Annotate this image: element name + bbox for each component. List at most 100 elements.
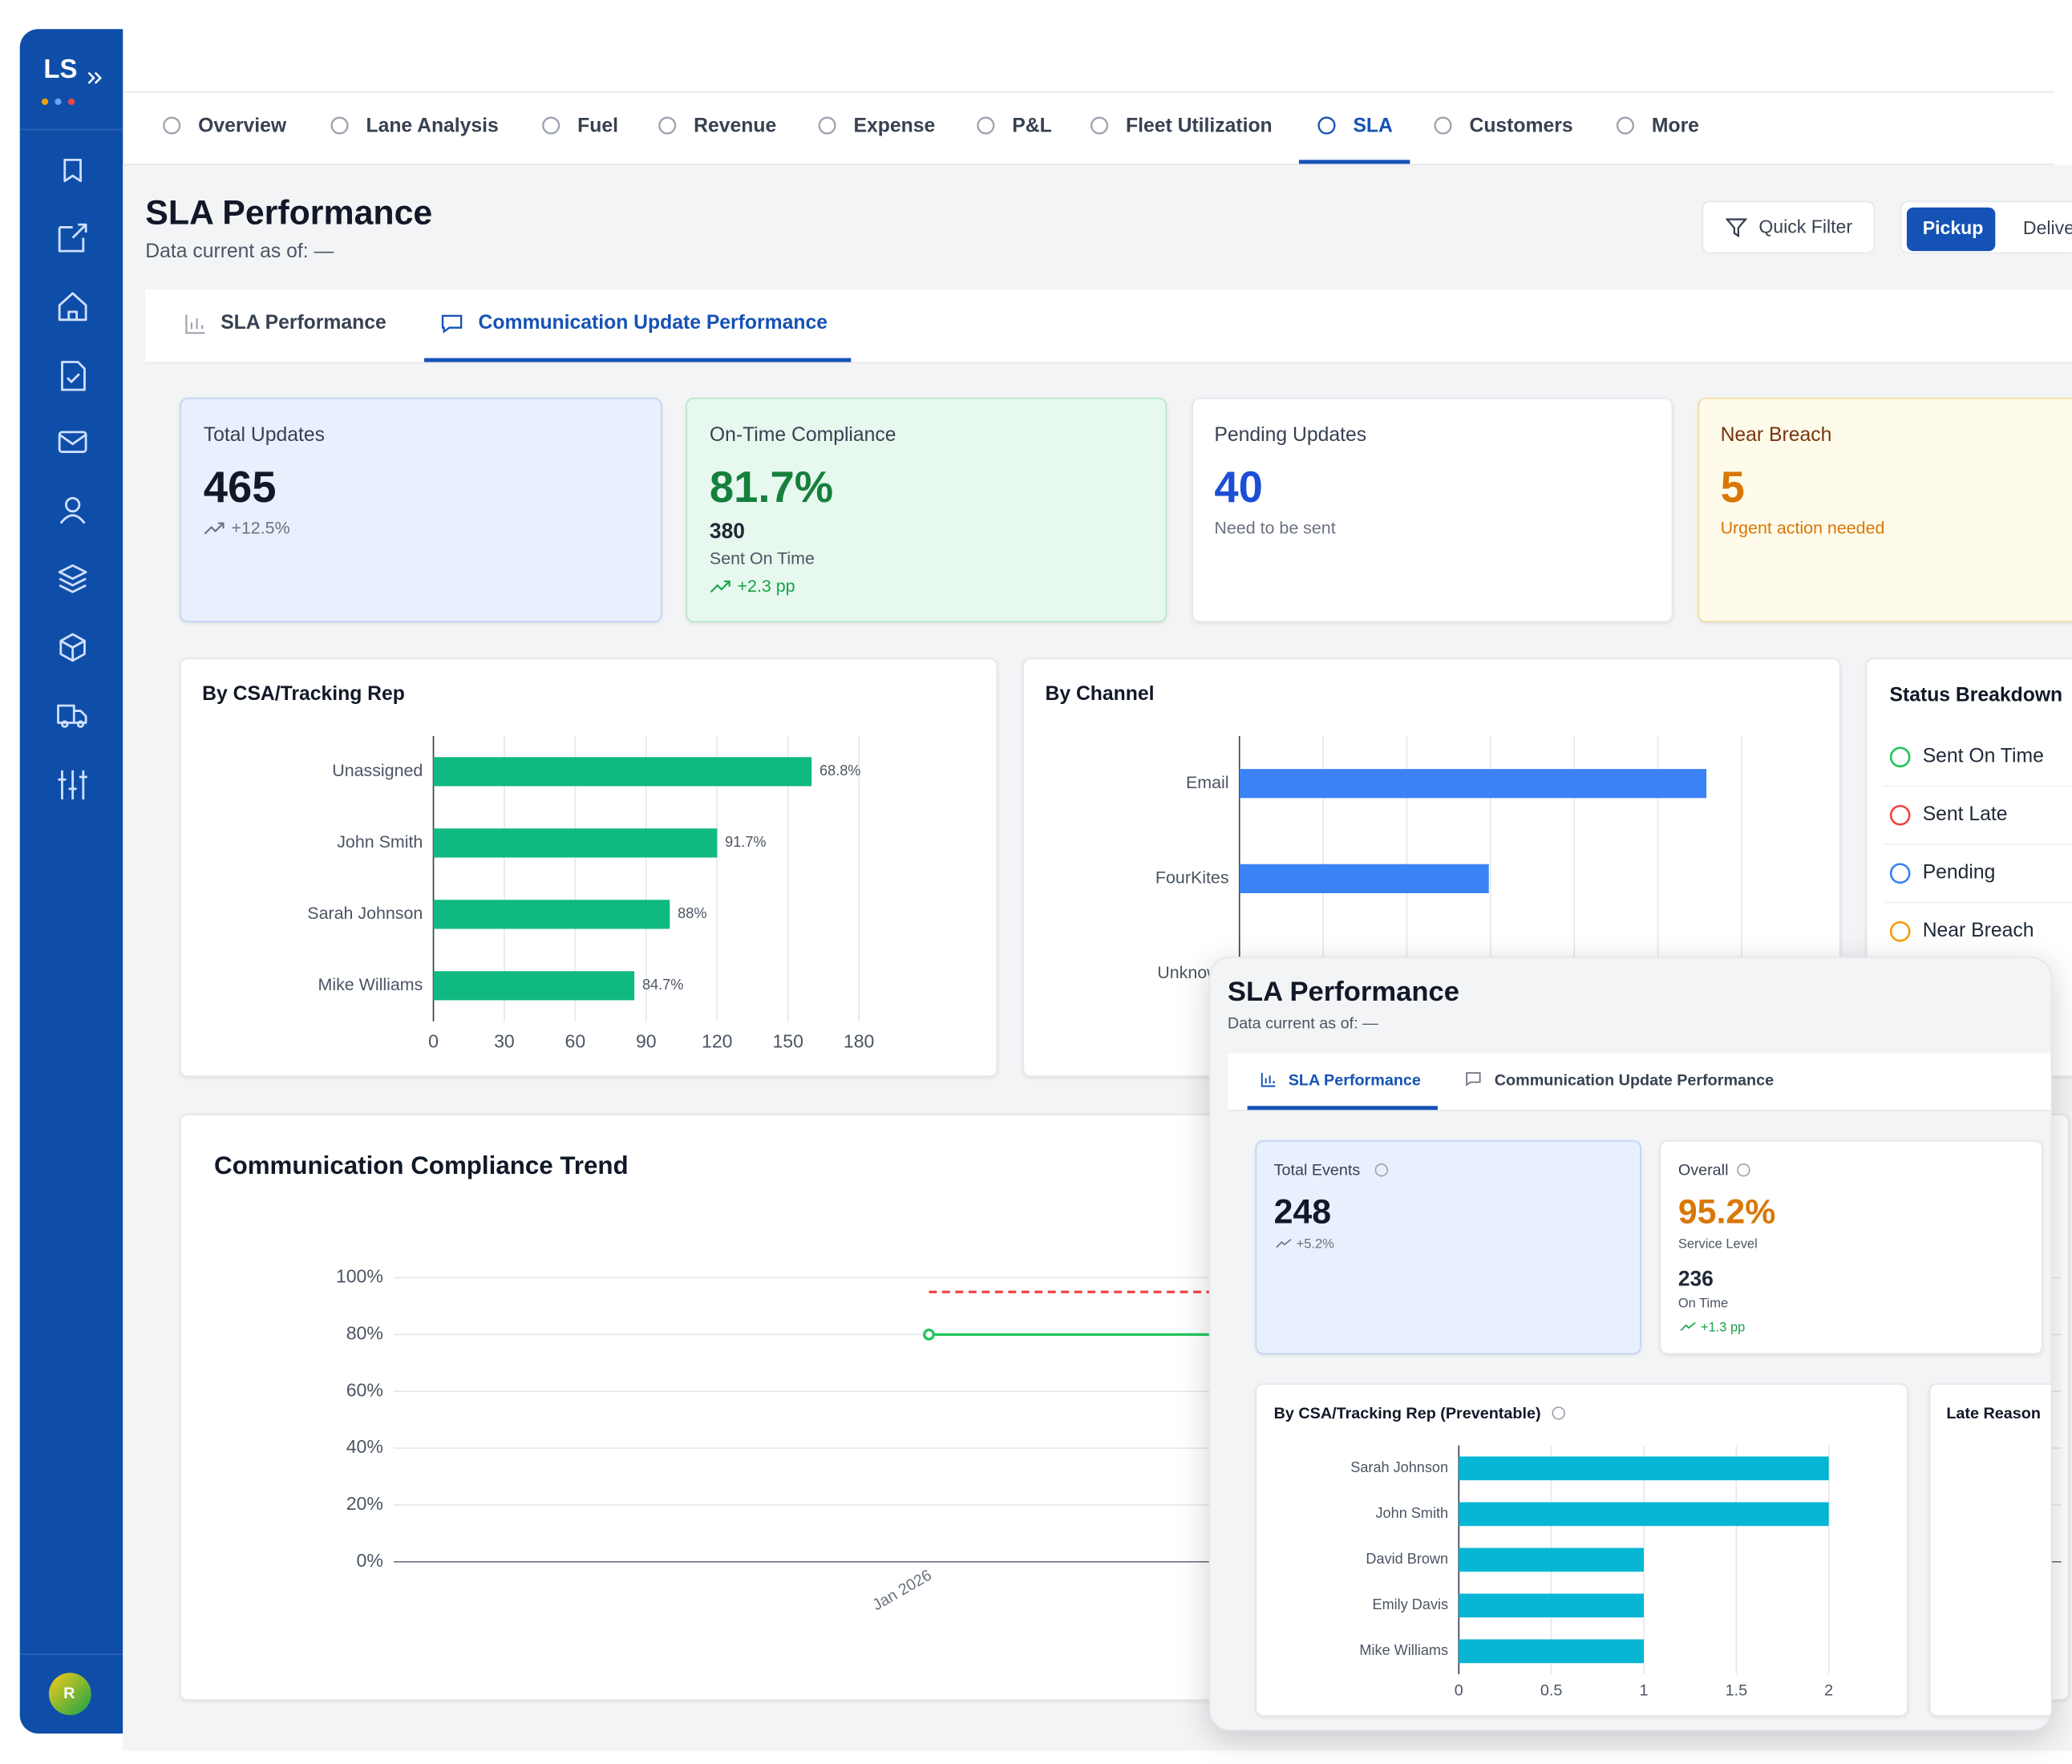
nav-item[interactable]: Overview xyxy=(198,114,287,137)
kpi-count-label: Sent On Time xyxy=(709,548,815,568)
nav-item[interactable]: Fleet Utilization xyxy=(1126,114,1273,137)
kpi-label: Total Updates xyxy=(203,423,325,447)
chart-card xyxy=(1255,1383,1908,1717)
chart-title: By Channel xyxy=(1045,682,1155,706)
status-icon xyxy=(1889,863,1911,884)
kpi-card xyxy=(1659,1140,2043,1355)
status-icons xyxy=(1889,746,1911,942)
page-title: SLA Performance xyxy=(145,192,433,233)
icon xyxy=(58,223,87,253)
status-title: Status Breakdown xyxy=(1889,684,2063,707)
icon xyxy=(76,720,85,728)
tab-icon xyxy=(1261,1073,1276,1087)
avatar-initial: R xyxy=(63,1684,75,1703)
nav-icon xyxy=(1434,116,1452,135)
quick-filter-label: Quick Filter xyxy=(1758,216,1853,237)
filter-icon xyxy=(1726,218,1747,238)
divider xyxy=(123,91,2055,93)
nav-icon xyxy=(542,116,560,135)
icon xyxy=(58,770,87,799)
nav-icon xyxy=(658,116,677,135)
nav-item[interactable]: Revenue xyxy=(694,114,777,137)
trend-icon xyxy=(710,581,730,593)
status-icon xyxy=(1889,920,1911,942)
mode-delivery[interactable]: Delivery xyxy=(2022,216,2072,239)
chart-card xyxy=(180,657,998,1078)
kpi-value: 95.2% xyxy=(1677,1191,1776,1232)
chart-title: Late Reason xyxy=(1946,1403,2041,1422)
nav-icon xyxy=(1091,116,1109,135)
divider xyxy=(123,164,2055,165)
kpi-count: 380 xyxy=(709,520,745,544)
tab-icon xyxy=(1466,1072,1481,1086)
help-icon xyxy=(1737,1163,1750,1177)
icon xyxy=(59,434,87,446)
kpi-value: 81.7% xyxy=(709,462,834,512)
icon xyxy=(61,720,69,728)
status-item: Sent Late xyxy=(1922,803,2008,826)
status-icon xyxy=(1889,804,1911,826)
tab[interactable]: SLA Performance xyxy=(221,311,386,334)
kpi-count-label: On Time xyxy=(1677,1297,1729,1312)
mode-active[interactable] xyxy=(1906,207,1996,252)
dot xyxy=(41,98,49,106)
chart-title: Communication Compliance Trend xyxy=(213,1152,629,1181)
kpi-label: Overall xyxy=(1677,1160,1729,1179)
kpi-value: 248 xyxy=(1273,1191,1332,1232)
nav-item[interactable]: P&L xyxy=(1012,114,1052,137)
tab-underline xyxy=(1247,1106,1438,1111)
quick-filter-button[interactable] xyxy=(1702,200,1876,254)
trend-icon xyxy=(1680,1321,1696,1332)
nav-item[interactable]: Lane Analysis xyxy=(366,114,499,137)
status-item: Near Breach xyxy=(1922,919,2034,942)
tab-bar xyxy=(145,289,2072,364)
overlay-title: SLA Performance xyxy=(1227,977,1460,1008)
icon xyxy=(61,361,86,391)
icon xyxy=(58,431,87,453)
dot xyxy=(67,98,75,106)
nav-item[interactable]: Expense xyxy=(853,114,936,137)
nav-icon xyxy=(163,116,181,135)
page-subtitle: Data current as of: — xyxy=(145,240,334,263)
kpi-note: Urgent action needed xyxy=(1720,517,1885,538)
kpi-change: +2.3 pp xyxy=(737,576,795,596)
kpi-value: 5 xyxy=(1720,462,1745,512)
avatar[interactable] xyxy=(48,1673,91,1715)
nav-icon xyxy=(330,116,349,135)
kpi-label: Near Breach xyxy=(1720,423,1832,447)
help-icon xyxy=(1552,1406,1565,1420)
kpi-change: +12.5% xyxy=(231,517,290,538)
tab-active[interactable]: Communication Update Performance xyxy=(478,311,828,334)
kpi-card xyxy=(1698,398,2072,623)
overlay-subtitle: Data current as of: — xyxy=(1227,1013,1378,1033)
nav-item[interactable]: More xyxy=(1651,114,1699,137)
status-item: Sent On Time xyxy=(1922,745,2044,768)
tab-icon xyxy=(185,314,205,334)
expand-icon xyxy=(94,71,102,84)
overlay-window: SLA Performance Data current as of: — SL… xyxy=(1208,957,2053,1731)
sidebar-icons xyxy=(19,71,123,1715)
dot xyxy=(55,98,62,106)
kpi-count: 236 xyxy=(1677,1268,1714,1292)
tab-active[interactable]: SLA Performance xyxy=(1288,1070,1421,1090)
kpi-change: +5.2% xyxy=(1296,1237,1334,1252)
nav-icons xyxy=(163,116,1634,135)
icon xyxy=(64,496,81,513)
tab[interactable]: Communication Update Performance xyxy=(1494,1070,1775,1090)
chart-title: By CSA/Tracking Rep (Preventable) xyxy=(1273,1403,1541,1422)
help-icon xyxy=(1374,1163,1389,1177)
kpi-label: Total Events xyxy=(1273,1160,1361,1179)
nav-item[interactable]: Customers xyxy=(1469,114,1573,137)
nav-item[interactable]: Fuel xyxy=(577,114,618,137)
icon xyxy=(58,564,87,593)
icon xyxy=(59,514,86,524)
trend-icon xyxy=(1276,1239,1292,1248)
tab-underline xyxy=(423,358,852,362)
icon xyxy=(58,292,87,322)
kpi-value: 465 xyxy=(203,462,277,512)
expand-icon xyxy=(87,71,95,84)
kpi-card xyxy=(1192,398,1673,623)
overlay-tab-bar xyxy=(1227,1053,2051,1111)
nav-item[interactable]: SLA xyxy=(1353,114,1393,137)
